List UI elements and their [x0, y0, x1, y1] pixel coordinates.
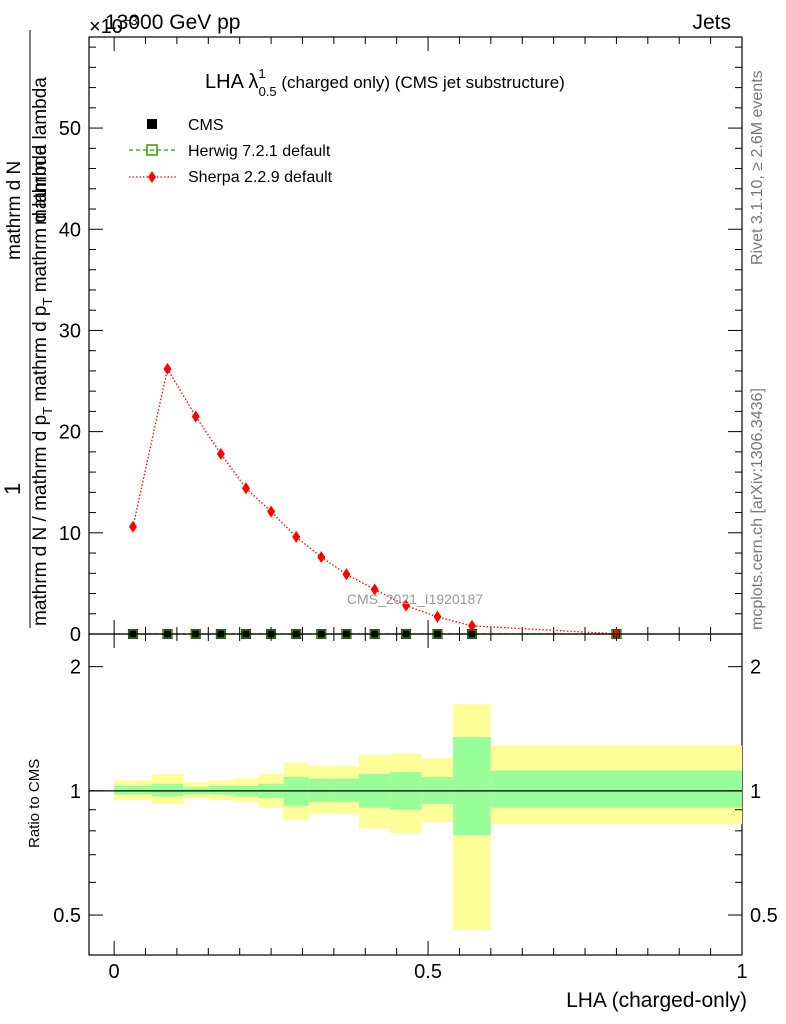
- main-plot-frame: [88, 36, 743, 635]
- legend-marker-sherpa: [148, 171, 156, 183]
- sherpa-point: [292, 530, 301, 543]
- ratio-y-tick-label-right: 1: [750, 781, 761, 803]
- sherpa-point: [433, 610, 442, 623]
- y-tick-label: 10: [59, 523, 81, 545]
- ratio-bands: [89, 704, 742, 930]
- legend-label-cms: CMS: [188, 117, 224, 134]
- x-tick-label: 0.5: [414, 961, 442, 983]
- ratio-y-tick-label: 2: [70, 657, 81, 679]
- sherpa-point: [216, 447, 225, 460]
- sherpa-point: [128, 520, 137, 533]
- legend: CMS Herwig 7.2.1 default Sherpa 2.2.9 de…: [129, 117, 333, 186]
- y-tick-label: 20: [59, 422, 81, 444]
- svg-text:mathrm d N: mathrm d N: [4, 161, 25, 260]
- ratio-plot-axes: 0.5 0.5 1 1 2 2 0 0.5 1: [53, 634, 778, 983]
- svg-text:mathrm d N / mathrm d pT mathr: mathrm d N / mathrm d pT mathrm d pT mat…: [30, 144, 55, 626]
- ratio-y-tick-label: 0.5: [53, 905, 81, 927]
- exponent-label: ×10−3: [89, 13, 138, 38]
- legend-marker-herwig: [146, 144, 158, 156]
- svg-text:1: 1: [0, 483, 25, 495]
- mcplots-text: mcplots.cern.ch [arXiv:1306.3436]: [749, 388, 766, 630]
- sherpa-point: [370, 583, 379, 596]
- main-plot-axes: 0 10 20 30 40 50: [59, 37, 743, 646]
- analysis-code-label: CMS_2021_I1920187: [347, 591, 483, 607]
- sherpa-point: [191, 410, 200, 423]
- ratio-y-tick-label: 1: [70, 781, 81, 803]
- legend-label-sherpa: Sherpa 2.2.9 default: [188, 169, 333, 186]
- plot-title: LHA λ1 0.5 (charged only) (CMS jet substr…: [205, 66, 565, 99]
- legend-label-herwig: Herwig 7.2.1 default: [188, 143, 331, 160]
- uncertainty-band-inner: [151, 783, 184, 797]
- y-tick-label: 40: [59, 219, 81, 241]
- process-label: Jets: [692, 11, 731, 34]
- uncertainty-band-inner: [208, 785, 234, 795]
- legend-marker-cms: [147, 119, 157, 129]
- energy-label: 13000 GeV pp: [105, 11, 240, 34]
- sherpa-point: [468, 619, 477, 632]
- sherpa-point: [163, 362, 172, 375]
- uncertainty-band-inner: [453, 737, 491, 836]
- x-axis-label: LHA (charged-only): [566, 989, 747, 1012]
- sherpa-point: [342, 568, 351, 581]
- y-tick-label: 0: [70, 624, 81, 646]
- y-tick-label: 50: [59, 118, 81, 140]
- main-y-axis-label: 1 mathrm d N mathrm d lambda mathrm d N …: [0, 30, 55, 628]
- x-tick-label: 1: [736, 961, 747, 983]
- uncertainty-band-inner: [114, 785, 152, 795]
- y-tick-label: 30: [59, 320, 81, 342]
- rivet-version-text: Rivet 3.1.10, ≥ 2.6M events: [749, 70, 766, 265]
- ratio-y-axis-label: Ratio to CMS: [26, 759, 43, 848]
- sherpa-point: [402, 599, 411, 612]
- x-tick-label: 0: [109, 961, 120, 983]
- sherpa-line: [132, 367, 617, 635]
- sherpa-point: [267, 505, 276, 518]
- sherpa-point: [241, 482, 250, 495]
- uncertainty-band-inner: [490, 770, 742, 808]
- svg-text:mathrm d lambda: mathrm d lambda: [30, 77, 51, 225]
- ratio-y-tick-label-right: 0.5: [750, 905, 778, 927]
- ratio-y-tick-label-right: 2: [750, 657, 761, 679]
- sherpa-point: [317, 551, 326, 564]
